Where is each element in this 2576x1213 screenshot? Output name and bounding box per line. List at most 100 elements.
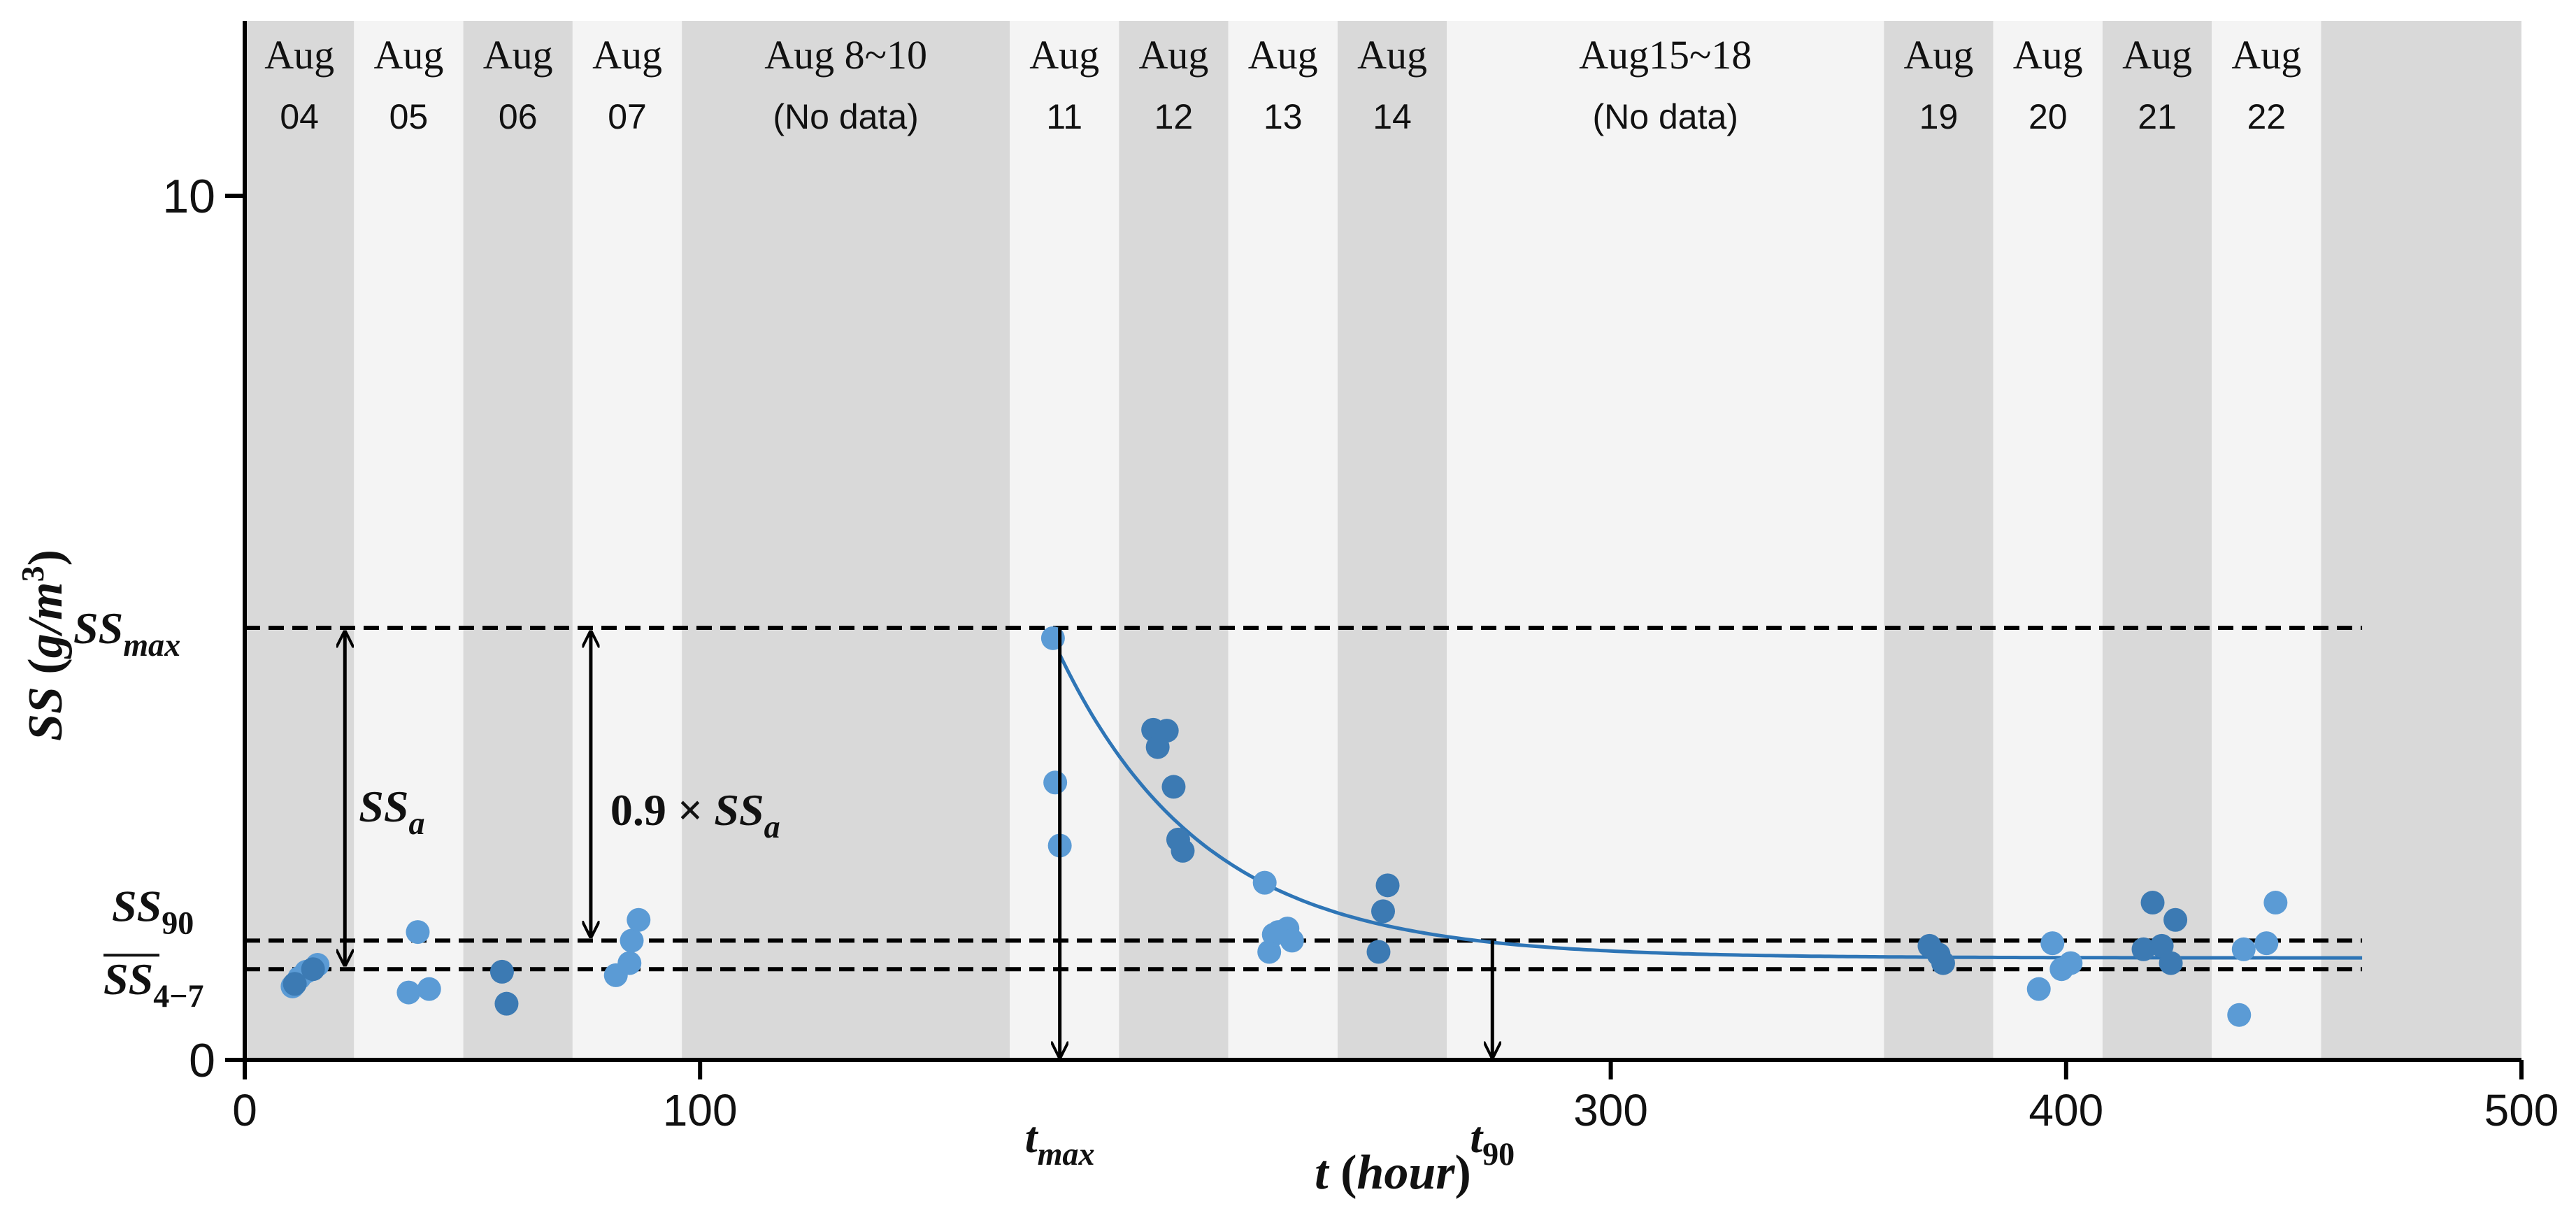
axes: 0 100 300 400 500 0 10 bbox=[162, 21, 2559, 1135]
ref-label-ss-90-sub: 90 bbox=[162, 905, 194, 940]
day-band-sublabel: (No data) bbox=[1593, 97, 1738, 136]
x-tick-label: 0 bbox=[232, 1085, 257, 1135]
day-band bbox=[1119, 21, 1229, 1060]
point-nine-ss-a-arrow-label-prefix: 0.9 × bbox=[610, 785, 714, 835]
day-band bbox=[2321, 21, 2521, 1060]
day-band-sublabel: 19 bbox=[1919, 97, 1959, 136]
day-band bbox=[572, 21, 682, 1060]
day-band-labels: Aug 04 Aug 05 Aug 06 Aug 07 Aug 8~10 (No data) Aug… bbox=[264, 32, 2301, 136]
ss-a-arrow-label-base: SS bbox=[359, 782, 408, 831]
ref-label-ss-90-base: SS bbox=[112, 881, 162, 931]
day-band-label: Aug bbox=[1357, 32, 1427, 78]
y-axis-label: SS (g/m3) bbox=[15, 550, 73, 741]
data-point bbox=[406, 920, 430, 945]
data-point bbox=[617, 951, 642, 975]
data-point bbox=[301, 957, 325, 982]
day-band bbox=[2212, 21, 2321, 1060]
data-point bbox=[489, 959, 514, 984]
data-point bbox=[2227, 1003, 2252, 1027]
ref-label-ss-4-7-sub: 4−7 bbox=[153, 978, 203, 1014]
day-band bbox=[1447, 21, 1884, 1060]
day-band bbox=[354, 21, 464, 1060]
data-point bbox=[2159, 951, 2183, 975]
data-point bbox=[417, 977, 441, 1001]
data-point bbox=[1161, 775, 1186, 799]
ref-label-ss-max-sub: max bbox=[123, 627, 180, 663]
ss-a-arrow-label: SSa bbox=[359, 782, 424, 841]
x-axis-label: t (hour) bbox=[1315, 1146, 1471, 1200]
data-point bbox=[494, 991, 519, 1016]
day-band-sublabel: 13 bbox=[1264, 97, 1303, 136]
data-point bbox=[2140, 891, 2165, 915]
y-tick-label: 10 bbox=[162, 170, 215, 223]
day-band-sublabel: 11 bbox=[1046, 97, 1082, 136]
day-band-sublabel: (No data) bbox=[773, 97, 918, 136]
data-point bbox=[2040, 931, 2065, 956]
day-band bbox=[1228, 21, 1338, 1060]
data-point bbox=[1371, 899, 1395, 924]
point-nine-ss-a-arrow-label-base: SS bbox=[714, 785, 764, 835]
x-axis-label-close: ) bbox=[1455, 1146, 1471, 1200]
data-points bbox=[280, 626, 2288, 1027]
t-max-arrow-label-sub: max bbox=[1038, 1136, 1095, 1172]
day-band-sublabel: 04 bbox=[280, 97, 319, 136]
day-band-label: Aug bbox=[1139, 32, 1209, 78]
y-tick-label: 0 bbox=[189, 1034, 215, 1087]
data-point bbox=[1931, 951, 1955, 975]
data-point bbox=[282, 972, 307, 996]
x-tick-label: 100 bbox=[663, 1085, 738, 1135]
data-point bbox=[1252, 870, 1277, 895]
y-axis-label-sup: 3 bbox=[15, 566, 50, 582]
day-band-sublabel: 06 bbox=[499, 97, 538, 136]
day-band-sublabel: 12 bbox=[1154, 97, 1194, 136]
day-band-label: Aug bbox=[592, 32, 662, 78]
data-point bbox=[627, 907, 651, 932]
day-band-sublabel: 20 bbox=[2028, 97, 2068, 136]
data-point bbox=[620, 928, 644, 953]
data-point bbox=[2254, 931, 2279, 956]
data-point bbox=[2163, 907, 2188, 932]
x-tick-label: 400 bbox=[2028, 1085, 2103, 1135]
y-axis-label-open: ( bbox=[19, 658, 73, 674]
day-band-label: Aug15~18 bbox=[1579, 32, 1752, 78]
data-point bbox=[1366, 940, 1391, 964]
ref-label-ss-max-base: SS bbox=[73, 603, 123, 653]
ref-label-ss-max: SSmax bbox=[73, 603, 180, 663]
y-axis-label-close: ) bbox=[19, 550, 73, 566]
ref-label-ss-90: SS90 bbox=[112, 881, 194, 940]
ref-label-ss-4-7-base: SS bbox=[103, 954, 153, 1004]
day-band-label: Aug bbox=[2231, 32, 2301, 78]
day-band bbox=[682, 21, 1010, 1060]
day-band-sublabel: 22 bbox=[2247, 97, 2287, 136]
y-axis-label-unit: g/m bbox=[19, 582, 73, 659]
data-point bbox=[2131, 937, 2156, 961]
t-90-arrow-label-sub: 90 bbox=[1482, 1136, 1515, 1172]
x-tick-label: 300 bbox=[1573, 1085, 1648, 1135]
day-band bbox=[2102, 21, 2212, 1060]
x-axis-label-unit: hour bbox=[1357, 1146, 1455, 1200]
ref-label-ss-4-7: SS4−7 bbox=[103, 954, 204, 1014]
t-90-arrow-label-base: t bbox=[1470, 1112, 1484, 1162]
day-band-label: Aug bbox=[1248, 32, 1318, 78]
ss-a-arrow-label-sub: a bbox=[408, 805, 424, 841]
data-point bbox=[2026, 977, 2051, 1001]
point-nine-ss-a-arrow-label: 0.9 × SSa bbox=[610, 785, 780, 845]
point-nine-ss-a-arrow-label-sub: a bbox=[764, 809, 780, 845]
x-axis-label-var: t bbox=[1315, 1146, 1340, 1200]
day-band-label: Aug bbox=[2122, 32, 2192, 78]
data-point bbox=[1043, 770, 1068, 795]
day-band bbox=[1884, 21, 1994, 1060]
day-band-label: Aug 8~10 bbox=[764, 32, 927, 78]
day-band-label: Aug bbox=[1904, 32, 1974, 78]
t-max-arrow-label-base: t bbox=[1025, 1112, 1039, 1162]
t-90-arrow-label: t90 bbox=[1470, 1112, 1515, 1172]
t-max-arrow-label: tmax bbox=[1025, 1112, 1095, 1172]
day-band-sublabel: 21 bbox=[2138, 97, 2177, 136]
day-band-sublabel: 14 bbox=[1373, 97, 1412, 136]
day-band-label: Aug bbox=[1029, 32, 1099, 78]
day-band-sublabel: 07 bbox=[608, 97, 647, 136]
day-bands bbox=[245, 21, 2521, 1060]
